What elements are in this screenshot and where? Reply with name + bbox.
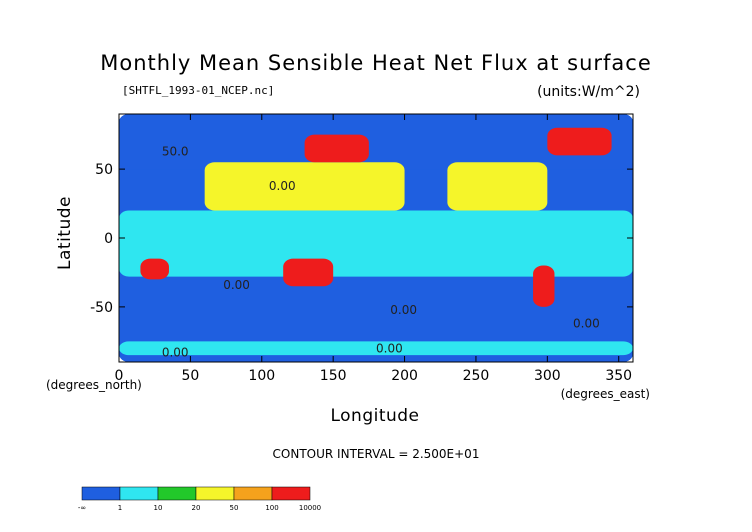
- heatmap-region-patagonia: [533, 265, 555, 307]
- heatmap-region-australia: [283, 258, 334, 287]
- y-unit-label: (degrees_north): [46, 378, 142, 392]
- heatmap-region-tropics: [119, 210, 633, 277]
- contour-interval-label: CONTOUR INTERVAL = 2.500E+01: [273, 447, 480, 461]
- heatmap-region-greenland-coast: [547, 127, 612, 156]
- x-tick-label: 300: [534, 368, 561, 384]
- heatmap-region-southern-africa: [140, 258, 169, 280]
- color-legend: -∞ 1 10 20 50 100 10000: [78, 486, 321, 512]
- x-unit-label: (degrees_east): [561, 387, 650, 401]
- x-tick-label: 50: [181, 368, 199, 384]
- contour-label: 0.00: [223, 278, 250, 292]
- source-file-label: [SHTFL_1993-01_NCEP.nc]: [122, 84, 274, 97]
- x-tick-label: 150: [320, 368, 347, 384]
- legend-swatch: [119, 486, 159, 501]
- y-tick-label: 50: [95, 162, 113, 178]
- y-axis-title: Latitude: [55, 196, 75, 270]
- legend-label: -∞: [78, 504, 86, 512]
- x-tick-label: 350: [605, 368, 632, 384]
- contour-label: 50.0: [162, 144, 189, 158]
- legend-label: 1: [118, 504, 122, 512]
- contour-label: 0.00: [376, 341, 403, 355]
- legend-swatch: [195, 486, 235, 501]
- y-tick-label: 0: [104, 231, 113, 247]
- legend-label-last: 10000: [299, 504, 321, 512]
- legend-swatch: [271, 486, 311, 501]
- contour-label: 0.00: [162, 345, 189, 359]
- units-label: (units:W/m^2): [537, 84, 640, 100]
- contour-label: 0.00: [390, 303, 417, 317]
- legend-swatch: [157, 486, 197, 501]
- chart-title: Monthly Mean Sensible Heat Net Flux at s…: [100, 51, 652, 75]
- x-tick-label: 200: [391, 368, 418, 384]
- legend-swatch: [81, 486, 121, 501]
- heatmap-region-northern-ocean: [119, 114, 633, 170]
- legend-label: 10: [154, 504, 163, 512]
- legend-label: 100: [265, 504, 278, 512]
- x-tick-label: 0: [115, 368, 124, 384]
- y-tick-label: -50: [90, 300, 113, 316]
- legend-label: 50: [230, 504, 239, 512]
- plot-area: 50.0 0.00 0.00 0.00 0.00 0.00 0.00 0 50 100 150 200…: [90, 113, 634, 384]
- heatmap-region-siberia: [304, 134, 369, 163]
- heatmap-region-eurasia: [204, 162, 405, 211]
- contour-label: 0.00: [269, 179, 296, 193]
- legend-swatch: [233, 486, 273, 501]
- heatmap-region-north-america: [447, 162, 548, 211]
- heatmap-field: 50.0 0.00 0.00 0.00 0.00 0.00 0.00: [119, 114, 633, 362]
- contour-label: 0.00: [573, 317, 600, 331]
- heatmap-region-southern-ocean-band: [119, 341, 633, 356]
- x-tick-label: 100: [248, 368, 275, 384]
- x-tick-label: 250: [463, 368, 490, 384]
- legend-label: 20: [192, 504, 201, 512]
- x-axis-title: Longitude: [330, 406, 419, 426]
